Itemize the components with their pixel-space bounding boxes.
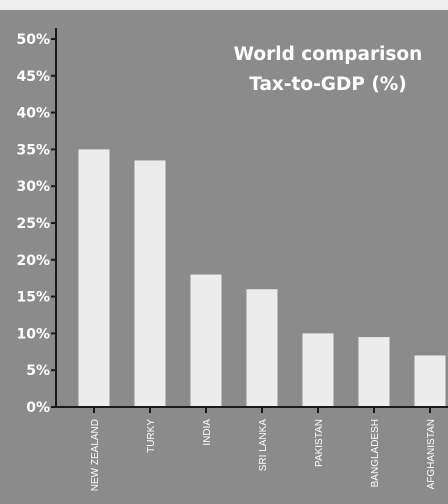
bar-turky: [134, 160, 166, 407]
y-tick-label: 40%: [16, 106, 50, 122]
x-category-label: SRI LANKA: [258, 419, 269, 472]
x-category-label: TURKY: [146, 419, 157, 453]
x-category-label: BANGLADESH: [370, 419, 381, 487]
y-tick-label: 25%: [16, 216, 50, 232]
bar-pakistan: [302, 333, 334, 407]
y-tick-labels: 0% 5% 10% 15% 20% 25% 30% 35% 40% 45% 50%: [16, 32, 56, 416]
chart-title-line-1: World comparison: [234, 44, 423, 65]
x-category-labels: NEW ZEALAND TURKY INDIA SRI LANKA PAKISTAN BA…: [90, 407, 437, 491]
y-tick-label: 20%: [16, 253, 50, 269]
axes-group: [55, 28, 448, 408]
y-tick-label: 0%: [26, 400, 50, 416]
chart-title-line-2: Tax-to-GDP (%): [249, 74, 407, 95]
y-tick-label: 15%: [16, 290, 50, 306]
x-category-label: AFGHANISTAN: [426, 419, 437, 489]
y-tick-label: 30%: [16, 179, 50, 195]
bar-new-zealand: [78, 149, 110, 407]
chart-panel: 0% 5% 10% 15% 20% 25% 30% 35% 40% 45% 50% NEW ZEAL…: [0, 10, 448, 504]
x-category-label: PAKISTAN: [314, 419, 325, 467]
bar-india: [190, 274, 222, 407]
bars-group: [78, 149, 446, 407]
y-tick-label: 5%: [26, 363, 50, 379]
bar-chart: 0% 5% 10% 15% 20% 25% 30% 35% 40% 45% 50% NEW ZEAL…: [16, 28, 448, 491]
bar-bangladesh: [358, 337, 390, 407]
y-tick-label: 35%: [16, 142, 50, 158]
x-category-label: INDIA: [202, 419, 213, 446]
y-tick-label: 10%: [16, 326, 50, 342]
y-tick-label: 45%: [16, 69, 50, 85]
x-category-label: NEW ZEALAND: [90, 419, 101, 491]
y-tick-label: 50%: [16, 32, 50, 48]
bar-afghanistan: [414, 355, 446, 407]
bar-sri-lanka: [246, 289, 278, 407]
